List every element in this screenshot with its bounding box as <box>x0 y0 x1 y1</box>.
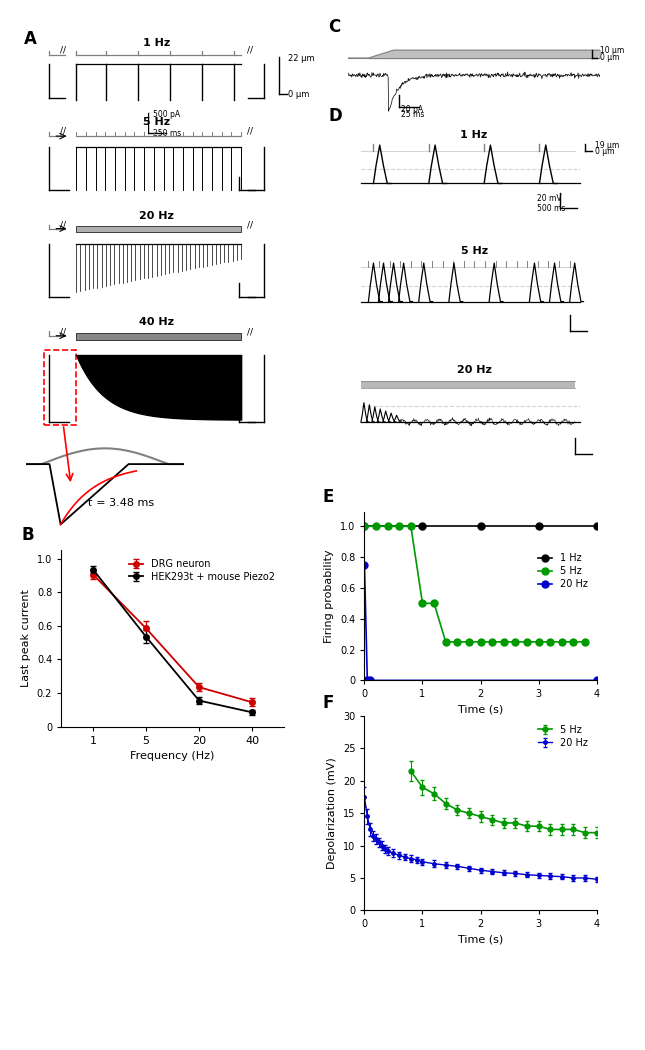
Bar <box>45 350 76 425</box>
Text: 25 ms: 25 ms <box>401 110 424 120</box>
5 Hz <box>500 635 508 648</box>
Text: //: // <box>59 328 66 337</box>
5 Hz <box>453 635 461 648</box>
Text: 20 Hz: 20 Hz <box>457 365 491 376</box>
5 Hz <box>442 635 450 648</box>
5 Hz <box>407 520 415 532</box>
20 Hz <box>366 674 374 687</box>
Y-axis label: Last peak current: Last peak current <box>21 589 32 688</box>
Line: 5 Hz: 5 Hz <box>361 523 588 646</box>
Text: 20 pA: 20 pA <box>401 105 423 114</box>
X-axis label: Time (s): Time (s) <box>458 934 503 945</box>
Text: 5 Hz: 5 Hz <box>143 118 170 127</box>
Text: //: // <box>59 45 66 55</box>
Text: //: // <box>59 126 66 135</box>
1 Hz <box>593 520 600 532</box>
Text: 500 ms: 500 ms <box>537 204 565 213</box>
Y-axis label: Firing probability: Firing probability <box>324 549 335 644</box>
Bar <box>361 381 575 388</box>
Text: 40 Hz: 40 Hz <box>139 317 174 328</box>
X-axis label: Frequency (Hz): Frequency (Hz) <box>130 751 215 761</box>
Line: 20 Hz: 20 Hz <box>361 562 600 684</box>
Bar <box>76 333 241 340</box>
Text: //: // <box>247 45 253 55</box>
5 Hz <box>558 635 566 648</box>
Text: //: // <box>247 328 253 337</box>
Text: E: E <box>322 488 334 506</box>
Text: D: D <box>328 107 342 125</box>
5 Hz <box>535 635 542 648</box>
Text: 20 Hz: 20 Hz <box>139 211 174 220</box>
5 Hz <box>488 635 496 648</box>
Bar <box>76 226 241 232</box>
1 Hz <box>361 520 368 532</box>
20 Hz <box>593 674 600 687</box>
5 Hz <box>395 520 403 532</box>
Text: 0 μm: 0 μm <box>595 147 614 155</box>
Y-axis label: Depolarization (mV): Depolarization (mV) <box>328 757 337 869</box>
Text: 10 μm: 10 μm <box>600 45 624 55</box>
Text: 250 ms: 250 ms <box>153 129 181 138</box>
Text: A: A <box>24 30 37 48</box>
5 Hz <box>477 635 484 648</box>
5 Hz <box>570 635 577 648</box>
5 Hz <box>361 520 368 532</box>
5 Hz <box>523 635 531 648</box>
Text: //: // <box>247 126 253 135</box>
Text: 22 μm: 22 μm <box>288 55 315 63</box>
5 Hz <box>546 635 554 648</box>
Text: B: B <box>21 526 34 544</box>
Line: 1 Hz: 1 Hz <box>361 523 600 530</box>
Legend: 5 Hz, 20 Hz: 5 Hz, 20 Hz <box>534 721 591 752</box>
Text: 1 Hz: 1 Hz <box>461 130 488 140</box>
Legend: 1 Hz, 5 Hz, 20 Hz: 1 Hz, 5 Hz, 20 Hz <box>534 549 591 593</box>
1 Hz <box>477 520 484 532</box>
5 Hz <box>372 520 380 532</box>
20 Hz <box>363 674 371 687</box>
20 Hz <box>361 559 368 571</box>
1 Hz <box>535 520 542 532</box>
5 Hz <box>430 597 438 610</box>
Text: F: F <box>322 694 334 712</box>
Text: //: // <box>247 220 253 230</box>
5 Hz <box>465 635 473 648</box>
Text: 19 μm: 19 μm <box>595 141 619 149</box>
Text: 0 μm: 0 μm <box>600 54 619 63</box>
X-axis label: Time (s): Time (s) <box>458 705 503 715</box>
5 Hz <box>511 635 519 648</box>
Text: 0 μm: 0 μm <box>288 90 310 99</box>
1 Hz <box>419 520 426 532</box>
Text: //: // <box>59 220 66 230</box>
Text: 20 mV: 20 mV <box>537 194 562 203</box>
5 Hz <box>581 635 589 648</box>
Text: 5 Hz: 5 Hz <box>461 246 488 256</box>
Text: C: C <box>328 18 341 37</box>
Text: 500 pA: 500 pA <box>153 110 180 119</box>
Text: τ = 3.48 ms: τ = 3.48 ms <box>86 499 154 508</box>
5 Hz <box>384 520 392 532</box>
Text: 1 Hz: 1 Hz <box>143 39 170 48</box>
Legend: DRG neuron, HEK293t + mouse Piezo2: DRG neuron, HEK293t + mouse Piezo2 <box>124 555 279 586</box>
5 Hz <box>419 597 426 610</box>
